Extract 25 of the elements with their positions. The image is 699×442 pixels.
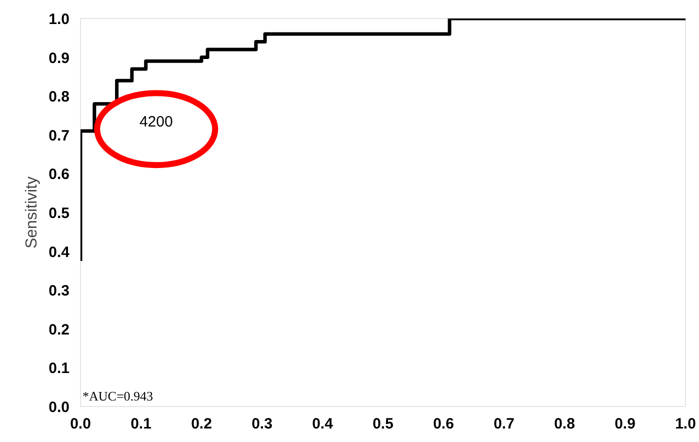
x-tick-label: 0.1 <box>130 416 152 432</box>
x-tick-label: 1.0 <box>675 416 696 432</box>
y-tick-label: 0.2 <box>48 321 70 338</box>
y-tick-label: 0.9 <box>48 50 70 67</box>
x-tick-label: 0.5 <box>372 416 394 432</box>
x-tick-label: 0.0 <box>70 416 91 432</box>
x-tick-label: 0.8 <box>554 416 575 432</box>
y-axis-title: Sensitivity <box>24 176 41 249</box>
y-tick-label: 0.6 <box>48 166 70 184</box>
y-tick-label: 0.3 <box>48 282 70 300</box>
y-tick-label: 0.4 <box>48 244 70 261</box>
y-tick-label: 0.5 <box>48 205 70 222</box>
y-tick-label: 0.7 <box>48 127 70 144</box>
x-tick-label: 0.9 <box>614 416 636 432</box>
x-tick-label: 0.2 <box>191 416 212 432</box>
x-tick-label: 0.3 <box>252 416 272 432</box>
annotation: *AUC=0.943 <box>82 388 154 404</box>
y-tick-label: 0.1 <box>48 360 70 378</box>
annotation: 4200 <box>139 114 173 131</box>
y-tick-label: 1.0 <box>48 11 70 28</box>
x-tick-label: 0.6 <box>433 416 454 432</box>
x-tick-label: 0.7 <box>494 416 514 432</box>
y-tick-label: 0.0 <box>48 399 70 416</box>
y-tick-label: 0.8 <box>48 88 70 106</box>
x-tick-label: 0.4 <box>312 416 334 432</box>
